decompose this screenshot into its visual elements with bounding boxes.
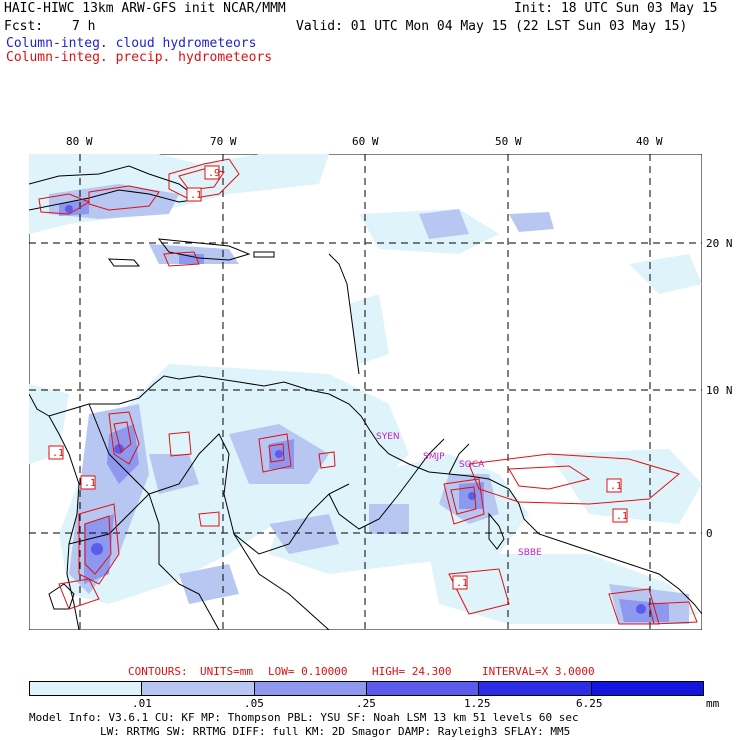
contours-interval: INTERVAL=X 3.0000	[482, 665, 595, 678]
lat-label-0: 0	[706, 527, 713, 540]
forecast-value: 7 h	[72, 19, 96, 34]
colorbar-segment-2	[254, 682, 367, 695]
contour-label-6: .1	[612, 508, 628, 523]
colorbar	[29, 681, 704, 696]
station-label-soca: SOCA	[459, 460, 485, 470]
contour-labels: .9 .1 .1 .1 .1 .1 .1	[48, 165, 628, 590]
contour-label-2: .1	[186, 187, 202, 202]
colorbar-segment-5	[591, 682, 703, 695]
contours-high: HIGH= 24.300	[372, 665, 452, 678]
model-info-line2: LW: RRTMG SW: RRTMG DIFF: full KM: 2D Sm…	[100, 725, 571, 738]
lon-label-70w: 70 W	[210, 135, 237, 148]
colorbar-segment-1	[142, 682, 255, 695]
colorbar-segment-0	[30, 682, 143, 695]
colorbar-tick-2: .25	[356, 697, 376, 710]
contour-label-text: .1	[610, 481, 622, 492]
contour-label-text: .1	[456, 578, 468, 589]
contours-label: CONTOURS:	[128, 665, 188, 678]
contour-label-text: .9	[208, 168, 220, 179]
colorbar-units: mm	[706, 697, 720, 710]
contour-label-7: .1	[452, 575, 468, 590]
colorbar-segment-3	[366, 682, 480, 695]
colorbar-tick-3: 1.25	[464, 697, 491, 710]
lat-label-10n: 10 N	[706, 384, 733, 397]
legend-precip: Column-integ. precip. hydrometeors	[6, 50, 273, 65]
contour-label-4: .1	[80, 475, 96, 490]
contours-low: LOW= 0.10000	[268, 665, 348, 678]
cloud-shading	[29, 154, 702, 624]
contour-label-text: .1	[616, 511, 628, 522]
model-info-line1: Model Info: V3.6.1 CU: KF MP: Thompson P…	[29, 711, 579, 724]
station-label-sbbe: SBBE	[518, 548, 542, 558]
legend-cloud: Column-integ. cloud hydrometeors	[6, 36, 257, 51]
lon-label-50w: 50 W	[495, 135, 522, 148]
lon-label-60w: 60 W	[352, 135, 379, 148]
station-labels: SYEN SMJP SOCA SBBE	[376, 432, 542, 558]
contour-label-3: .1	[48, 445, 64, 460]
colorbar-tick-1: .05	[244, 697, 264, 710]
colorbar-tick-0: .01	[132, 697, 152, 710]
forecast-label: Fcst:	[4, 19, 44, 34]
valid-time: Valid: 01 UTC Mon 04 May 15 (22 LST Sun …	[296, 19, 688, 34]
contour-label-text: .1	[190, 190, 202, 201]
contours-units: UNITS=mm	[200, 665, 253, 678]
init-time: Init: 18 UTC Sun 03 May 15	[514, 1, 718, 16]
lon-label-80w: 80 W	[66, 135, 93, 148]
station-label-smjp: SMJP	[423, 452, 445, 462]
colorbar-segment-4	[479, 682, 592, 695]
contour-label-text: .1	[84, 478, 96, 489]
lat-label-20n: 20 N	[706, 237, 733, 250]
weather-map: .9 .1 .1 .1 .1 .1 .1 SYEN SMJP SOCA SBBE	[29, 154, 702, 630]
contour-label-5: .1	[606, 478, 622, 493]
colorbar-tick-4: 6.25	[576, 697, 603, 710]
coastlines	[29, 165, 702, 630]
precip-contours	[38, 158, 698, 625]
plot-title: HAIC-HIWC 13km ARW-GFS init NCAR/MMM	[4, 1, 286, 16]
contour-label-text: .1	[52, 448, 64, 459]
lon-label-40w: 40 W	[636, 135, 663, 148]
station-label-syen: SYEN	[376, 432, 400, 442]
lat-lon-grid	[29, 154, 702, 630]
contour-label-1: .9	[204, 165, 220, 180]
